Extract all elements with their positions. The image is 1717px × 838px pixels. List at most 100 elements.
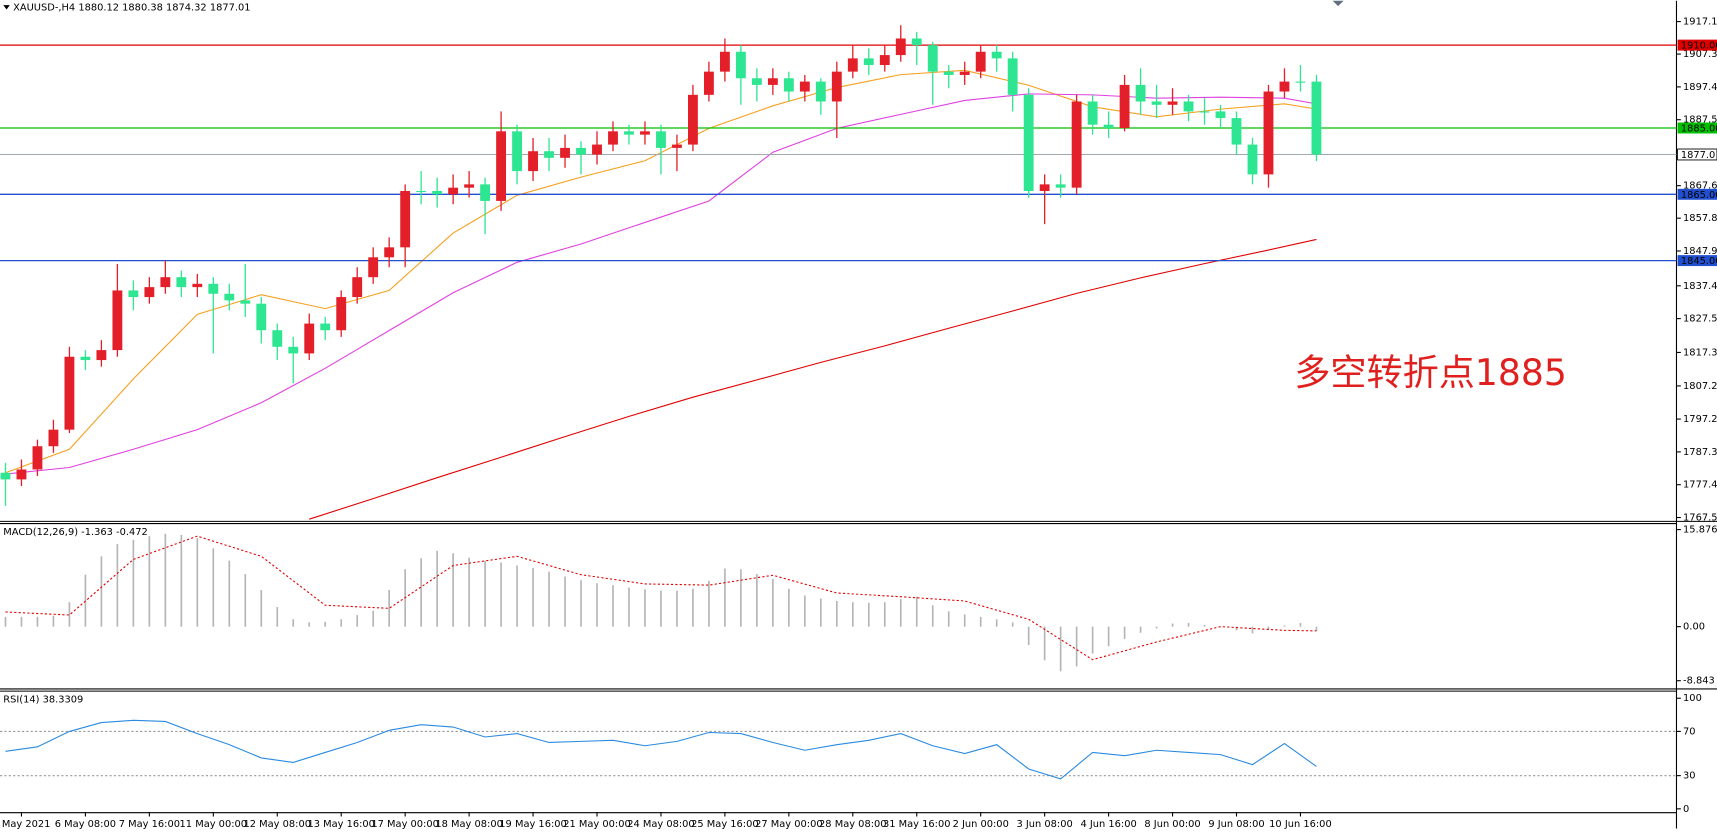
x-tick-label: 3 Jun 08:00 [1017,819,1073,830]
candle-body [815,81,826,102]
candle-body [608,131,618,145]
macd-signal [5,535,1317,661]
candle-body [656,131,666,148]
x-tick-label: 4 Jun 16:00 [1080,819,1136,830]
candle-body [1183,101,1194,112]
macd-tick-label: 0.00 [1683,622,1705,633]
candle-body [528,151,538,172]
candle-body [240,300,251,304]
candle-body [672,144,682,148]
x-tick-label: 17 May 00:00 [371,819,439,830]
candle-body [735,51,746,79]
y-tick-label: 1767.50 [1683,513,1717,524]
candle-body [128,290,139,298]
candle-body [751,78,762,85]
candle-body [895,38,906,56]
candle-body [719,51,730,72]
candle-body [991,51,1002,59]
candle-body [352,277,363,298]
menu-arrow [3,5,10,10]
rsi-line [5,719,1317,780]
candle-body [1039,184,1050,191]
y-tick-label: 1797.20 [1683,414,1717,425]
candle-body [1263,91,1274,175]
candle-body [32,446,43,470]
candle-body [80,356,91,361]
level-label-box [1677,122,1717,134]
level-label: 1845.00 [1681,256,1717,267]
rsi-tick-label: 100 [1683,693,1702,704]
last-price-label: 1877.01 [1681,150,1717,161]
candle-body [224,293,235,301]
candle-body [1135,84,1146,102]
chart-header: XAUUSD-,H4 1880.12 1880.38 1874.32 1877.… [13,2,250,13]
candle-body [304,323,315,354]
x-tick-label: 31 May 16:00 [883,819,951,830]
macd-tick-label: 15.876 [1683,525,1717,536]
y-tick-label: 1837.40 [1683,281,1717,292]
x-tick-label: 24 May 08:00 [627,819,695,830]
x-tick-label: 11 May 00:00 [180,819,248,830]
candle-body [767,78,778,85]
candle-body [1055,184,1066,188]
candle-body [560,147,570,158]
candle-body [1087,101,1098,125]
candle-body [400,190,411,248]
x-tick-label: 13 May 16:00 [307,819,375,830]
rsi-tick-label: 0 [1683,804,1689,815]
candle-body [592,144,602,155]
candle-body [879,55,890,66]
candle-body [144,287,155,298]
candle-body [911,38,922,46]
rsi-tick-label: 70 [1683,726,1696,737]
y-tick-label: 1907.30 [1683,49,1717,60]
x-tick-label: 6 May 08:00 [55,819,116,830]
rsi-header: RSI(14) 38.3309 [3,694,83,705]
macd-header: MACD(12,26,9) -1.363 -0.472 [3,527,147,538]
candle-body [336,297,347,331]
y-tick-label: 1867.60 [1683,181,1717,192]
level-label: 1865.00 [1681,190,1717,201]
candle-body [432,190,443,195]
x-tick-label: 2 Jun 00:00 [953,819,1009,830]
level-label-box [1677,188,1717,200]
candle-body [272,330,283,347]
y-tick-label: 1887.50 [1683,115,1717,126]
candle-body [847,58,858,72]
x-tick-label: 28 May 08:00 [819,819,887,830]
candle-body [1311,81,1322,155]
macd-tick-label: -8.843 [1683,676,1715,687]
candle-body [96,350,107,361]
candle-body [959,71,970,75]
candle-body [208,283,219,294]
y-tick-label: 1847.90 [1683,246,1717,257]
x-tick-label: 19 May 16:00 [499,819,567,830]
y-tick-label: 1897.40 [1683,82,1717,93]
x-tick-label: 9 Jun 08:00 [1208,819,1264,830]
x-tick-label: 5 May 2021 [0,819,50,830]
y-tick-label: 1857.80 [1683,213,1717,224]
x-tick-label: 10 Jun 16:00 [1269,819,1332,830]
x-tick-label: 12 May 08:00 [244,819,312,830]
candle-body [1279,81,1290,92]
candle-body [1023,94,1034,191]
y-tick-label: 1807.20 [1683,381,1717,392]
candle-body [1151,101,1162,105]
candle-body [943,71,954,75]
y-tick-label: 1787.30 [1683,447,1717,458]
annotation: 多空转折点1885 [1294,351,1567,394]
x-tick-label: 18 May 08:00 [435,819,503,830]
x-tick-label: 27 May 00:00 [755,819,823,830]
level-label-box [1677,39,1717,51]
last-price-box [1677,148,1717,161]
candle-body [799,81,810,92]
candle-body [783,78,794,92]
candle-body [64,356,75,430]
candle-body [496,131,507,201]
y-tick-label: 1917.10 [1683,17,1717,28]
candle-body [1231,118,1242,145]
